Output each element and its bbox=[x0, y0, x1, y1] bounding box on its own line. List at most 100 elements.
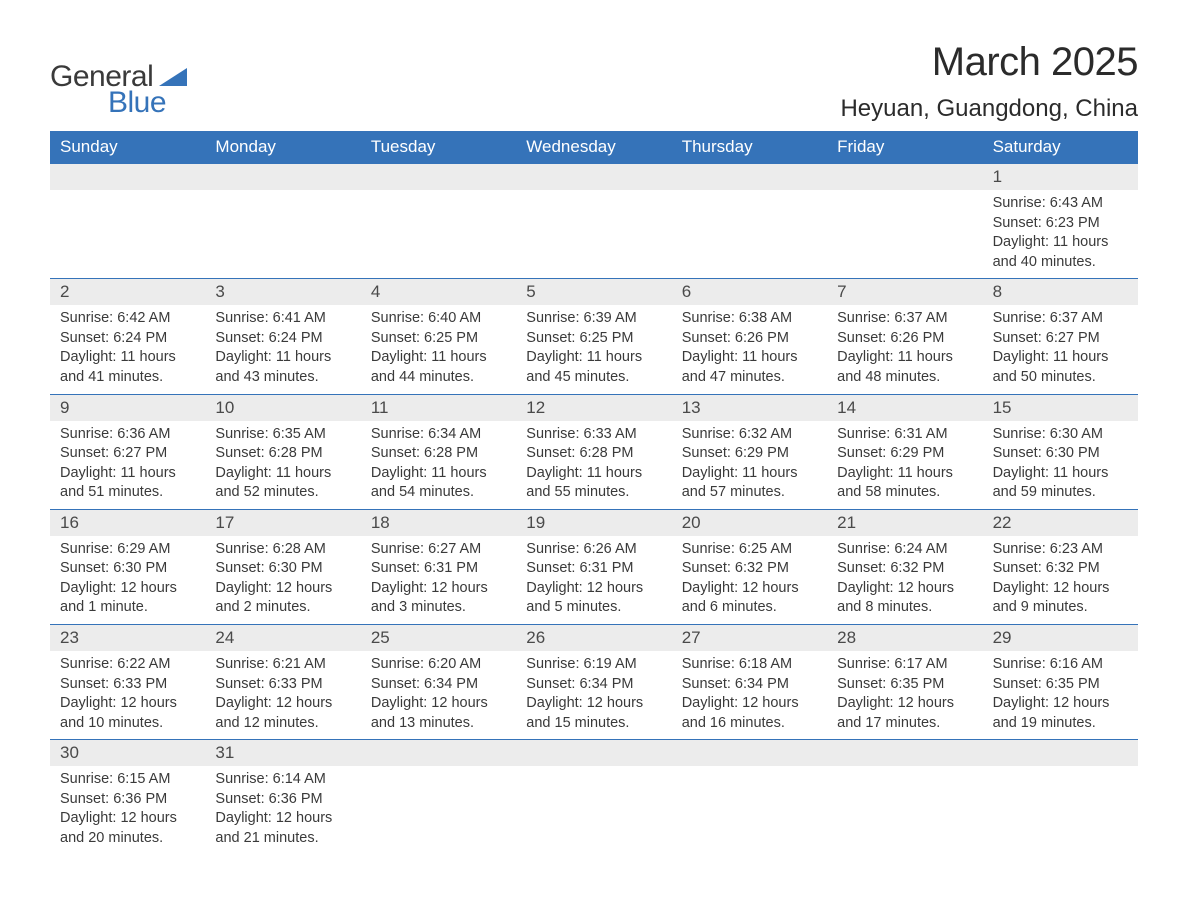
sunset-text: Sunset: 6:34 PM bbox=[682, 675, 817, 695]
dl1-text: Daylight: 11 hours bbox=[837, 348, 972, 368]
dl1-text: Daylight: 11 hours bbox=[837, 464, 972, 484]
day-cell: 4Sunrise: 6:40 AMSunset: 6:25 PMDaylight… bbox=[361, 279, 516, 393]
day-cell bbox=[672, 740, 827, 854]
empty-day-number-row bbox=[827, 740, 982, 766]
dl2-text: and 1 minute. bbox=[60, 598, 195, 618]
day-cell: 3Sunrise: 6:41 AMSunset: 6:24 PMDaylight… bbox=[205, 279, 360, 393]
dl1-text: Daylight: 12 hours bbox=[993, 694, 1128, 714]
sunset-text: Sunset: 6:30 PM bbox=[993, 444, 1128, 464]
sunrise-text: Sunrise: 6:30 AM bbox=[993, 425, 1128, 445]
day-number-row: 24 bbox=[205, 625, 360, 651]
day-number: 28 bbox=[837, 628, 856, 647]
dl1-text: Daylight: 11 hours bbox=[993, 348, 1128, 368]
day-body: Sunrise: 6:26 AMSunset: 6:31 PMDaylight:… bbox=[516, 536, 671, 624]
empty-day-number-row bbox=[672, 740, 827, 766]
empty-day-number-row bbox=[361, 740, 516, 766]
dl2-text: and 50 minutes. bbox=[993, 368, 1128, 388]
dl2-text: and 55 minutes. bbox=[526, 483, 661, 503]
day-body: Sunrise: 6:35 AMSunset: 6:28 PMDaylight:… bbox=[205, 421, 360, 509]
day-number: 9 bbox=[60, 398, 69, 417]
day-body: Sunrise: 6:28 AMSunset: 6:30 PMDaylight:… bbox=[205, 536, 360, 624]
day-cell bbox=[827, 740, 982, 854]
day-number: 27 bbox=[682, 628, 701, 647]
sunrise-text: Sunrise: 6:19 AM bbox=[526, 655, 661, 675]
day-number: 5 bbox=[526, 282, 535, 301]
day-number-row: 18 bbox=[361, 510, 516, 536]
sunrise-text: Sunrise: 6:18 AM bbox=[682, 655, 817, 675]
sunset-text: Sunset: 6:32 PM bbox=[682, 559, 817, 579]
sunset-text: Sunset: 6:33 PM bbox=[215, 675, 350, 695]
dl2-text: and 41 minutes. bbox=[60, 368, 195, 388]
day-body: Sunrise: 6:37 AMSunset: 6:26 PMDaylight:… bbox=[827, 305, 982, 393]
dl1-text: Daylight: 11 hours bbox=[60, 348, 195, 368]
weekday-label: Monday bbox=[205, 131, 360, 163]
sunrise-text: Sunrise: 6:43 AM bbox=[993, 194, 1128, 214]
day-cell: 6Sunrise: 6:38 AMSunset: 6:26 PMDaylight… bbox=[672, 279, 827, 393]
day-number-row: 3 bbox=[205, 279, 360, 305]
day-number-row: 5 bbox=[516, 279, 671, 305]
sunset-text: Sunset: 6:32 PM bbox=[993, 559, 1128, 579]
dl1-text: Daylight: 12 hours bbox=[526, 579, 661, 599]
day-number-row: 12 bbox=[516, 395, 671, 421]
day-body: Sunrise: 6:16 AMSunset: 6:35 PMDaylight:… bbox=[983, 651, 1138, 739]
day-body: Sunrise: 6:24 AMSunset: 6:32 PMDaylight:… bbox=[827, 536, 982, 624]
day-number-row: 15 bbox=[983, 395, 1138, 421]
day-cell: 29Sunrise: 6:16 AMSunset: 6:35 PMDayligh… bbox=[983, 625, 1138, 739]
dl1-text: Daylight: 11 hours bbox=[682, 348, 817, 368]
dl2-text: and 59 minutes. bbox=[993, 483, 1128, 503]
day-body: Sunrise: 6:27 AMSunset: 6:31 PMDaylight:… bbox=[361, 536, 516, 624]
day-number-row: 30 bbox=[50, 740, 205, 766]
dl2-text: and 2 minutes. bbox=[215, 598, 350, 618]
sunrise-text: Sunrise: 6:17 AM bbox=[837, 655, 972, 675]
sunset-text: Sunset: 6:35 PM bbox=[837, 675, 972, 695]
day-body: Sunrise: 6:41 AMSunset: 6:24 PMDaylight:… bbox=[205, 305, 360, 393]
dl2-text: and 9 minutes. bbox=[993, 598, 1128, 618]
day-number-row: 21 bbox=[827, 510, 982, 536]
day-number: 19 bbox=[526, 513, 545, 532]
day-number: 16 bbox=[60, 513, 79, 532]
dl1-text: Daylight: 12 hours bbox=[60, 694, 195, 714]
sunrise-text: Sunrise: 6:22 AM bbox=[60, 655, 195, 675]
day-number-row: 19 bbox=[516, 510, 671, 536]
dl2-text: and 40 minutes. bbox=[993, 253, 1128, 273]
day-number-row: 25 bbox=[361, 625, 516, 651]
dl2-text: and 45 minutes. bbox=[526, 368, 661, 388]
dl2-text: and 20 minutes. bbox=[60, 829, 195, 849]
weekday-label: Thursday bbox=[672, 131, 827, 163]
location-subtitle: Heyuan, Guangdong, China bbox=[840, 95, 1138, 123]
sunrise-text: Sunrise: 6:21 AM bbox=[215, 655, 350, 675]
dl2-text: and 16 minutes. bbox=[682, 714, 817, 734]
dl2-text: and 48 minutes. bbox=[837, 368, 972, 388]
sunrise-text: Sunrise: 6:41 AM bbox=[215, 309, 350, 329]
day-body: Sunrise: 6:32 AMSunset: 6:29 PMDaylight:… bbox=[672, 421, 827, 509]
weekday-header-row: Sunday Monday Tuesday Wednesday Thursday… bbox=[50, 131, 1138, 163]
day-number: 20 bbox=[682, 513, 701, 532]
day-number: 12 bbox=[526, 398, 545, 417]
day-cell bbox=[361, 740, 516, 854]
week-row: 30Sunrise: 6:15 AMSunset: 6:36 PMDayligh… bbox=[50, 739, 1138, 854]
sunrise-text: Sunrise: 6:34 AM bbox=[371, 425, 506, 445]
day-number: 18 bbox=[371, 513, 390, 532]
dl2-text: and 58 minutes. bbox=[837, 483, 972, 503]
weekday-label: Saturday bbox=[983, 131, 1138, 163]
day-cell: 16Sunrise: 6:29 AMSunset: 6:30 PMDayligh… bbox=[50, 510, 205, 624]
dl1-text: Daylight: 11 hours bbox=[526, 464, 661, 484]
dl2-text: and 15 minutes. bbox=[526, 714, 661, 734]
day-number: 24 bbox=[215, 628, 234, 647]
day-body: Sunrise: 6:19 AMSunset: 6:34 PMDaylight:… bbox=[516, 651, 671, 739]
dl1-text: Daylight: 11 hours bbox=[215, 348, 350, 368]
day-number: 2 bbox=[60, 282, 69, 301]
dl1-text: Daylight: 12 hours bbox=[60, 579, 195, 599]
day-number: 8 bbox=[993, 282, 1002, 301]
day-number: 22 bbox=[993, 513, 1012, 532]
dl1-text: Daylight: 12 hours bbox=[215, 579, 350, 599]
empty-day-number-row bbox=[516, 164, 671, 190]
sunrise-text: Sunrise: 6:25 AM bbox=[682, 540, 817, 560]
day-body: Sunrise: 6:38 AMSunset: 6:26 PMDaylight:… bbox=[672, 305, 827, 393]
empty-day-number-row bbox=[361, 164, 516, 190]
day-number-row: 6 bbox=[672, 279, 827, 305]
day-cell: 23Sunrise: 6:22 AMSunset: 6:33 PMDayligh… bbox=[50, 625, 205, 739]
weekday-label: Wednesday bbox=[516, 131, 671, 163]
day-cell: 20Sunrise: 6:25 AMSunset: 6:32 PMDayligh… bbox=[672, 510, 827, 624]
sunrise-text: Sunrise: 6:29 AM bbox=[60, 540, 195, 560]
